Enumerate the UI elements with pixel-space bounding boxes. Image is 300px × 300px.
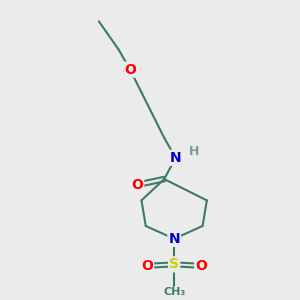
Text: S: S (169, 257, 179, 272)
Text: N: N (170, 151, 182, 165)
Text: H: H (189, 145, 199, 158)
Text: O: O (195, 259, 207, 273)
Text: O: O (124, 63, 136, 76)
Text: CH₃: CH₃ (163, 287, 185, 297)
Text: N: N (168, 232, 180, 246)
Text: O: O (131, 178, 143, 192)
Text: O: O (141, 259, 153, 273)
